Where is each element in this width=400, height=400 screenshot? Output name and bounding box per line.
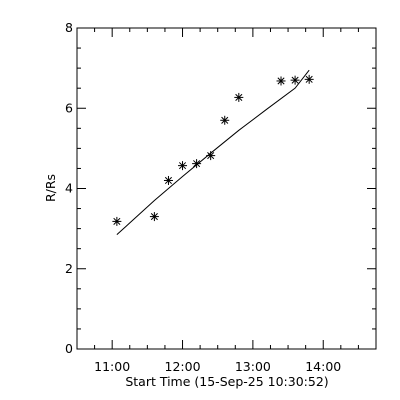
y-axis: 0 2 4 6 8 [65, 20, 376, 356]
data-point [163, 175, 173, 185]
x-tick-label: 12:00 [165, 359, 201, 374]
plot-frame [76, 27, 377, 350]
data-point [149, 212, 159, 222]
y-tick-label: 2 [65, 261, 73, 276]
x-axis-label: Start Time (15-Sep-25 10:30:52) [125, 374, 328, 389]
x-tick-label: 11:00 [94, 359, 130, 374]
data-point [276, 76, 286, 86]
y-tick-label: 6 [65, 100, 73, 115]
y-axis-label: R/Rs [43, 174, 58, 202]
data-point [234, 92, 244, 102]
data-point [178, 161, 188, 171]
data-point [304, 74, 314, 84]
y-tick-label: 0 [65, 341, 73, 356]
fit-line [116, 69, 310, 236]
x-tick-label: 13:00 [235, 359, 271, 374]
y-tick-label: 4 [65, 181, 73, 196]
plot-series [112, 69, 314, 236]
data-point [290, 75, 300, 85]
x-tick-label: 14:00 [305, 359, 341, 374]
data-point [112, 216, 122, 226]
data-point [220, 115, 230, 125]
y-tick-label: 8 [65, 20, 73, 35]
x-axis: 11:00 12:00 13:00 14:00 [76, 28, 377, 374]
data-point [192, 159, 202, 169]
